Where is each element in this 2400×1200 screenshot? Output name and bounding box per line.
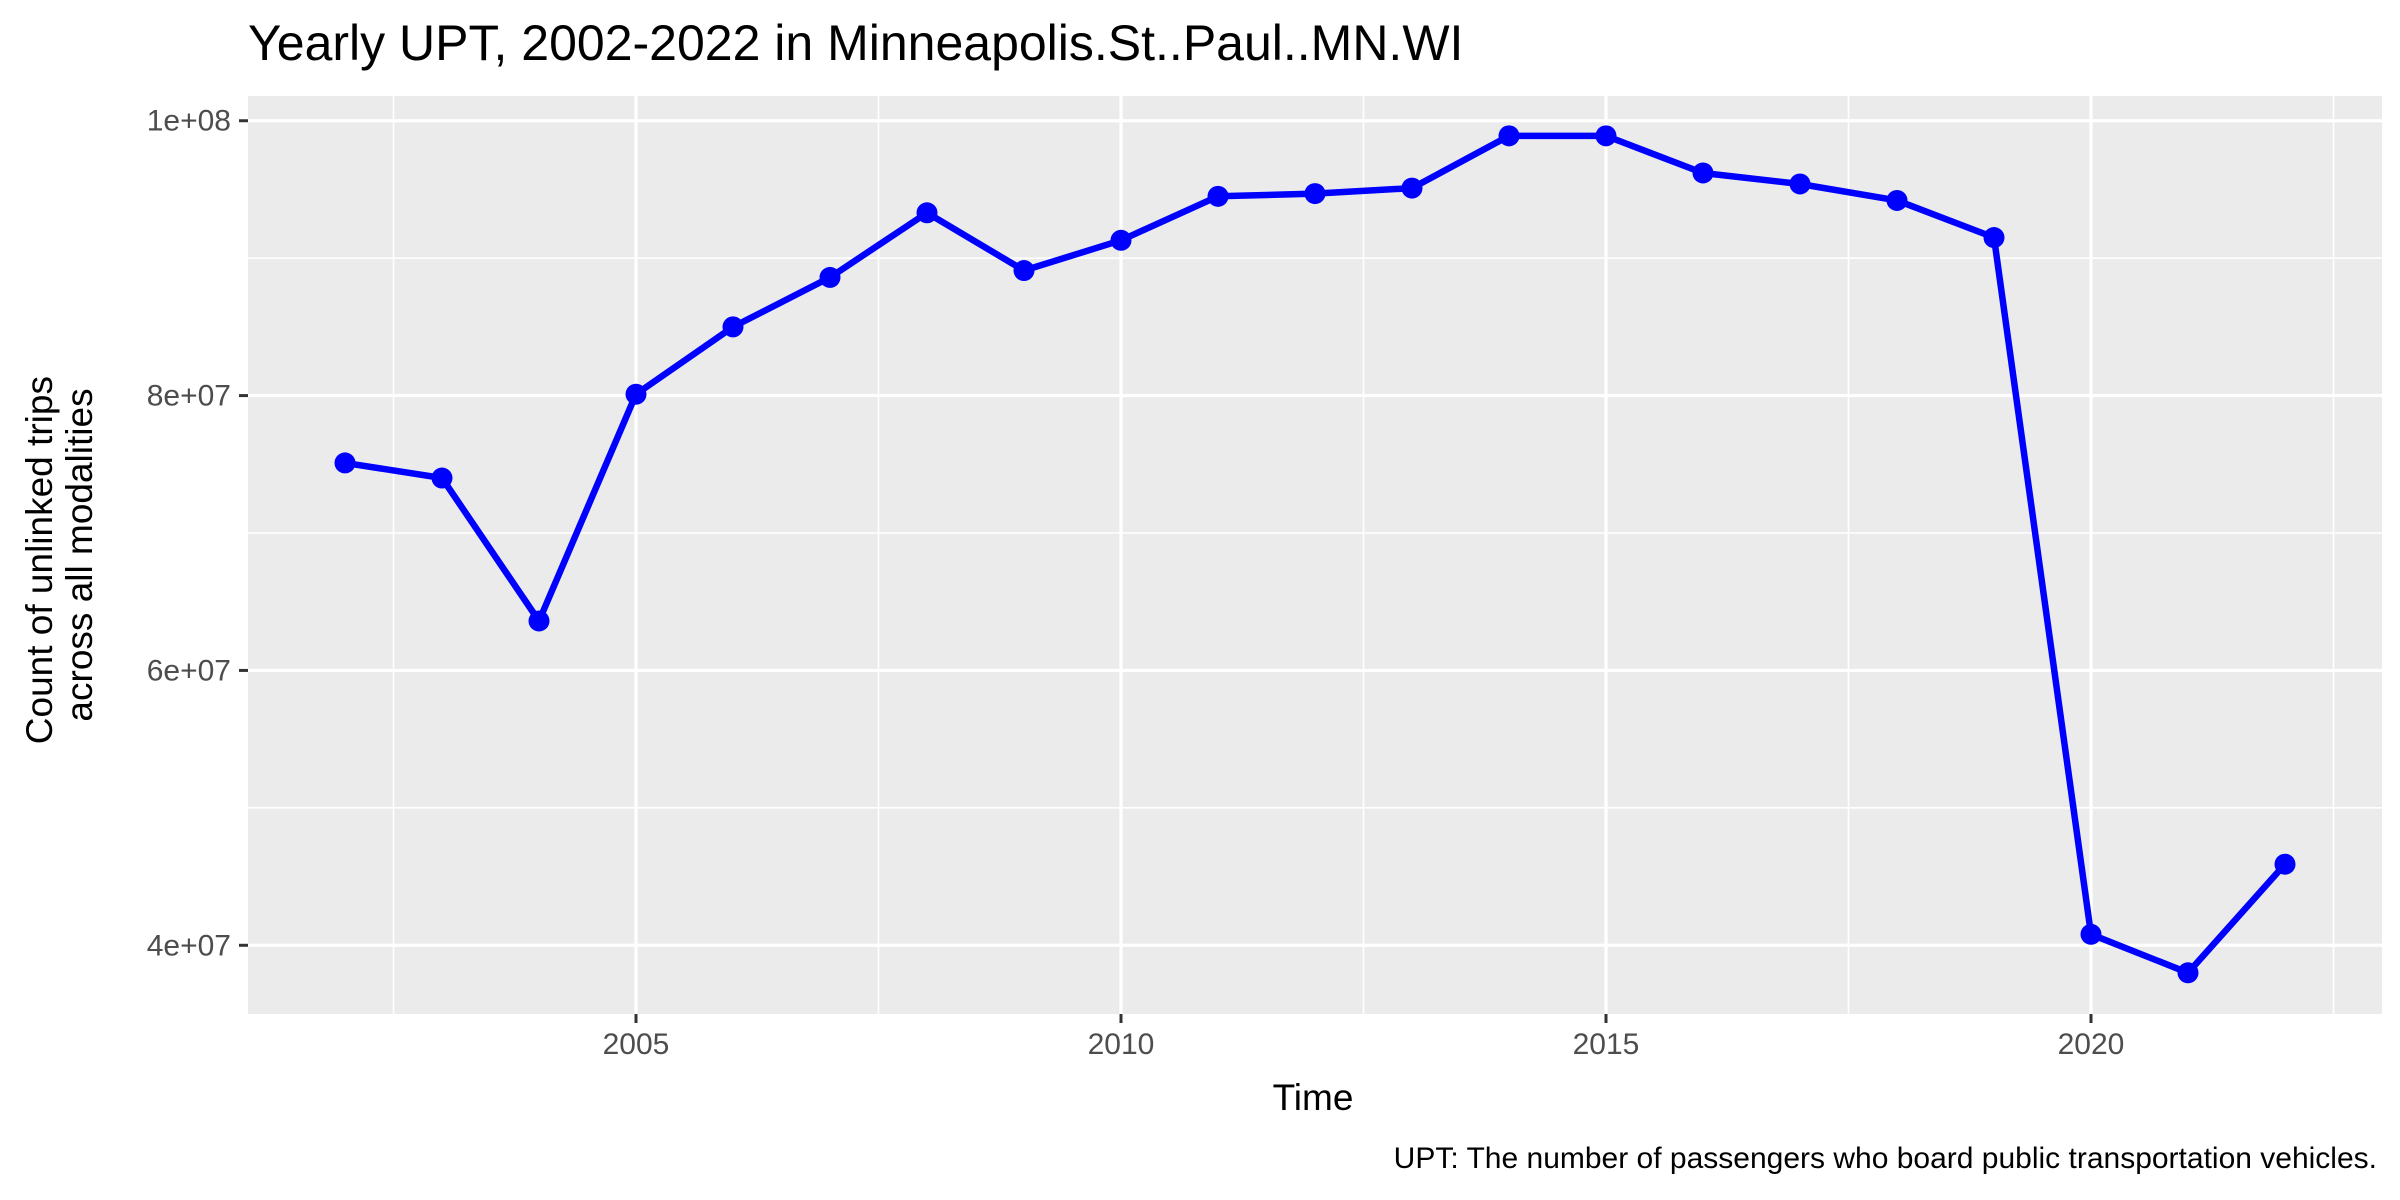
data-point — [334, 452, 356, 474]
y-tick-label: 8e+07 — [147, 380, 231, 413]
y-tick-label: 6e+07 — [147, 654, 231, 687]
plot-panel — [248, 96, 2382, 1014]
y-tick-label: 4e+07 — [147, 929, 231, 962]
grid-minor — [248, 96, 2382, 1014]
grid-major — [248, 96, 2382, 1014]
data-point — [1013, 260, 1035, 282]
data-point — [1207, 185, 1229, 207]
y-axis-title: Count of unlinked trips across all modal… — [19, 366, 100, 744]
x-tick-label: 2015 — [1573, 1028, 1640, 1061]
data-point — [1886, 189, 1908, 211]
data-point — [1110, 229, 1132, 251]
data-point — [528, 610, 550, 632]
x-tick-label: 2020 — [2058, 1028, 2125, 1061]
data-point — [625, 383, 647, 405]
data-point — [2080, 923, 2102, 945]
data-point — [916, 202, 938, 224]
y-axis-title-line-1: Count of unlinked trips — [19, 376, 60, 744]
data-point — [1595, 125, 1617, 147]
data-point — [722, 316, 744, 338]
y-tick-label: 1e+08 — [147, 105, 231, 138]
data-point — [1498, 125, 1520, 147]
data-point — [1692, 162, 1714, 184]
chart-caption: UPT: The number of passengers who board … — [1394, 1142, 2377, 1175]
data-point — [2274, 853, 2296, 875]
data-point — [1304, 183, 1326, 205]
x-axis-title: Time — [1273, 1077, 1354, 1118]
chart-title: Yearly UPT, 2002-2022 in Minneapolis.St.… — [248, 15, 1463, 71]
data-point — [1401, 177, 1423, 199]
x-tick-label: 2010 — [1088, 1028, 1155, 1061]
data-point — [1983, 227, 2005, 249]
x-axis: 2005 2010 2015 2020 — [603, 1014, 2125, 1061]
data-point — [819, 266, 841, 288]
y-axis: 4e+07 6e+07 8e+07 1e+08 — [147, 105, 248, 962]
data-point — [2177, 962, 2199, 984]
data-series — [334, 125, 2296, 984]
x-tick-label: 2005 — [603, 1028, 670, 1061]
data-point — [431, 467, 453, 489]
y-axis-title-line-2: across all modalities — [59, 388, 100, 721]
data-point — [1789, 173, 1811, 195]
